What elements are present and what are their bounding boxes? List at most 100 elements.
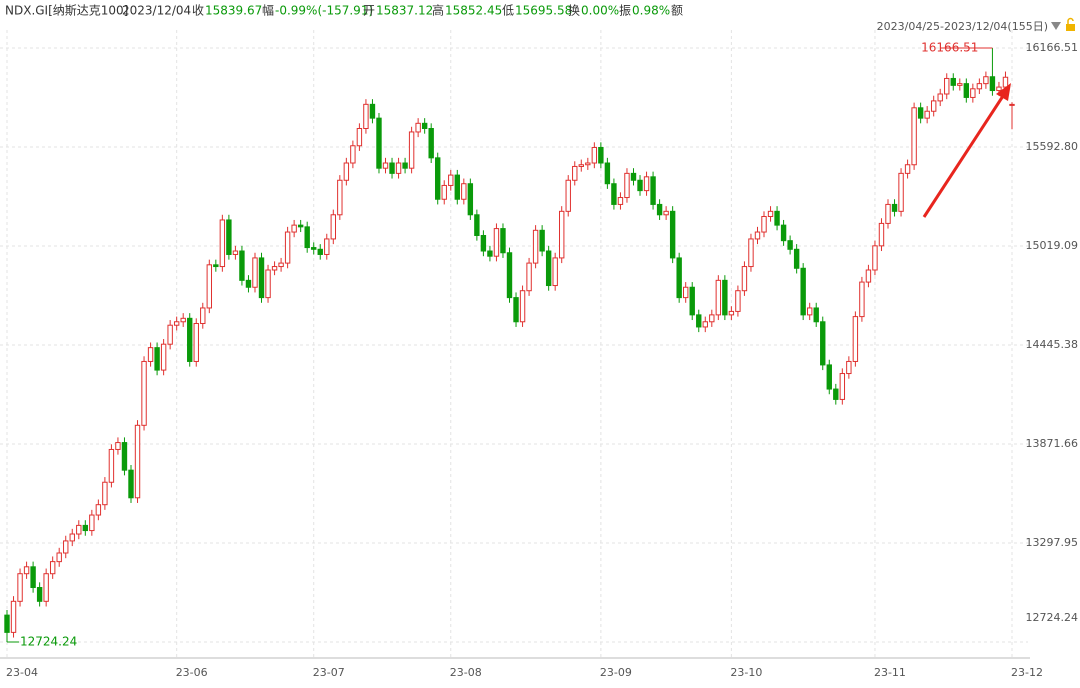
candle-body [245,279,252,288]
candle-body [219,219,226,268]
date: 2023/12/04 [122,4,191,18]
candle [487,245,493,262]
candle [950,73,956,91]
candle [813,302,819,327]
candle [800,263,806,321]
candle-body [696,314,702,328]
candle-body [591,146,598,164]
candle-body [898,172,904,212]
candle-body [774,210,780,226]
candle [878,218,885,252]
candle [245,275,252,293]
candle-body [630,172,637,181]
candle-body [598,146,604,164]
candle [578,159,584,172]
candle-body [970,88,976,98]
candle-body [513,297,519,323]
candle [545,245,552,291]
candle-body [121,442,128,471]
candle [395,157,402,179]
candle [297,219,304,233]
candle-body [461,183,467,200]
x-tick-label: 23-08 [450,666,482,679]
y-tick-label: 15592.80 [1026,140,1079,153]
min-label: 12724.24 [20,635,77,649]
candle-body [206,264,213,309]
candle-body [839,373,846,400]
candle-body [226,219,232,255]
candle [676,252,682,303]
candle-body [663,210,669,216]
x-tick-label: 23-10 [730,666,762,679]
x-tick-label: 23-07 [313,666,345,679]
candle-body [271,266,278,271]
candle-body [304,226,310,249]
candle [885,199,891,229]
candle [102,477,108,510]
candle [839,368,846,405]
candle-body [728,310,735,316]
candle-body [826,364,832,390]
candle-body [382,162,389,169]
y-tick-label: 14445.38 [1026,338,1079,351]
candle [343,157,350,186]
candle [793,244,800,274]
candle-body [1002,76,1009,88]
candle-body [258,257,265,299]
candle [134,420,141,503]
candle [173,316,180,331]
candle-body [996,86,1002,92]
candle-body [767,210,774,218]
candle-body [650,176,656,205]
candle [526,257,532,296]
candle-body [669,210,676,259]
candle-body [435,157,441,200]
candle [513,292,519,327]
x-tick-label: 23-12 [1011,666,1043,679]
candle [624,168,630,203]
candle [356,123,363,151]
candle [63,535,69,559]
candle [219,214,226,272]
candle [598,142,604,169]
candle-body [317,248,323,255]
candle-body [702,321,708,328]
candle [970,83,976,103]
candle [43,568,49,607]
candle-body [806,307,813,316]
candle [898,168,904,217]
candle [10,596,17,638]
candle [69,528,75,547]
candle [89,509,95,536]
candle [376,112,382,174]
candle-body [820,321,826,366]
candle-body [878,222,885,247]
candle [989,48,996,96]
candle-body [904,164,911,174]
candle-body [937,93,943,102]
candle [630,168,637,186]
range-dropdown[interactable] [1051,22,1061,30]
candle-body [337,179,343,216]
candle-body [330,214,336,240]
candle-body [754,231,761,240]
candle [572,161,578,186]
candle-body [448,174,454,186]
candle [846,356,852,379]
candle [976,78,983,94]
candle-body [89,514,95,532]
symbol: NDX.GI[纳斯达克100] [5,4,128,18]
candle-body [689,286,695,316]
trend-arrow [922,83,1011,218]
candle [1009,102,1015,130]
candle [963,78,970,103]
lock-icon[interactable] [1066,17,1075,31]
y-tick-label: 13297.95 [1026,536,1079,549]
candle-body [1009,103,1015,106]
candle [904,159,911,179]
candle [467,178,474,220]
candle [252,252,258,293]
candle [696,309,702,333]
candle [865,264,872,288]
